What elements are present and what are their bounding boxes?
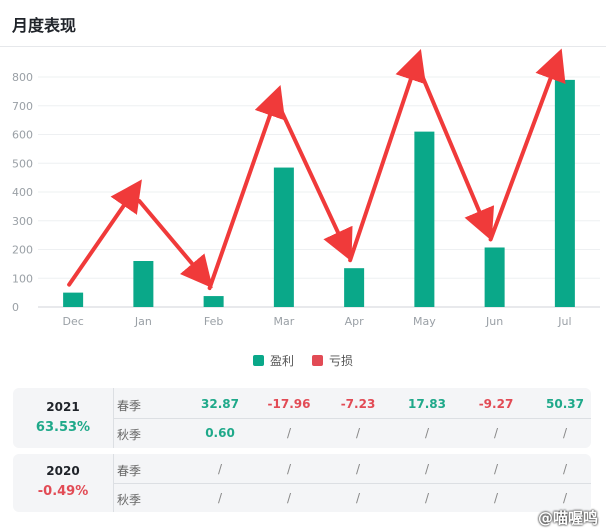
season-label: 春季	[117, 464, 142, 478]
trend-arrow	[277, 105, 353, 262]
year-column: 2020 -0.49%	[13, 454, 114, 512]
y-tick-label: 400	[12, 186, 33, 199]
legend-swatch-profit	[252, 355, 264, 366]
value-cell: /	[562, 426, 568, 440]
value-cell: /	[493, 426, 499, 440]
season-label: 秋季	[117, 428, 142, 442]
bar	[484, 247, 505, 307]
x-tick-label: Apr	[345, 315, 365, 328]
y-tick-label: 0	[12, 301, 19, 314]
y-tick-label: 800	[12, 71, 33, 84]
trend-arrow	[418, 69, 495, 241]
season-row-autumn: 秋季 / / / / / /	[113, 483, 591, 512]
legend-swatch-loss	[312, 355, 323, 366]
year-label: 2020	[46, 464, 80, 478]
value-cell: 0.60	[205, 426, 235, 440]
value-cell: /	[286, 426, 292, 440]
x-tick-label: Jun	[485, 315, 503, 328]
bar	[63, 292, 84, 307]
value-cell: 17.83	[408, 397, 446, 411]
legend-item-profit[interactable]: 盈利	[252, 352, 294, 369]
value-cell: -7.23	[340, 397, 376, 411]
value-cell: /	[424, 462, 430, 476]
value-cell: -9.27	[478, 397, 514, 411]
chart-legend: 盈利 亏损	[0, 352, 606, 369]
trend-arrow	[67, 179, 142, 287]
value-cell: /	[493, 462, 499, 476]
value-cell: /	[562, 462, 568, 476]
page-header: 月度表现	[0, 0, 606, 47]
year-percent: 63.53%	[35, 420, 91, 435]
bar	[414, 131, 435, 307]
year-label: 2021	[46, 400, 80, 414]
year-column: 2021 63.53%	[13, 388, 114, 448]
season-row-autumn: 秋季 0.60 / / / / /	[113, 418, 591, 447]
season-label: 秋季	[117, 493, 142, 507]
value-cell: -17.96	[267, 397, 311, 411]
x-tick-label: Jul	[557, 315, 571, 328]
value-cell: /	[217, 462, 223, 476]
legend-item-loss[interactable]: 亏损	[312, 352, 353, 369]
value-cell: /	[424, 426, 430, 440]
bar	[554, 79, 575, 307]
value-cell: /	[355, 491, 361, 505]
value-cell: /	[355, 462, 361, 476]
bar	[344, 268, 365, 307]
y-tick-label: 500	[12, 157, 33, 170]
bar	[273, 167, 294, 307]
x-tick-label: Feb	[204, 315, 223, 328]
season-row-spring: 春季 32.87 -17.96 -7.23 17.83 -9.27 50.37	[113, 390, 591, 418]
value-cell: /	[424, 491, 430, 505]
y-tick-label: 600	[12, 129, 33, 142]
page-title: 月度表现	[12, 16, 77, 35]
legend-label-profit: 盈利	[269, 354, 294, 368]
value-cell: /	[217, 491, 223, 505]
value-cell: /	[562, 491, 568, 505]
y-tick-label: 200	[12, 244, 33, 257]
season-label: 春季	[117, 399, 142, 413]
year-card-2020: 2020 -0.49% 春季 / / / / / / 秋季 / / / / / …	[13, 454, 591, 512]
value-cell: /	[355, 426, 361, 440]
value-cell: 32.87	[201, 397, 239, 411]
value-cell: /	[286, 462, 292, 476]
value-cell: /	[493, 491, 499, 505]
year-percent: -0.49%	[37, 484, 89, 499]
trend-arrow	[348, 49, 426, 263]
monthly-bar-chart: 0 100 200 300 400 500 600 700 800 Dec Jan Feb Mar Apr…	[12, 48, 600, 328]
y-tick-label: 300	[12, 215, 33, 228]
bar	[203, 296, 224, 307]
x-tick-label: Jan	[134, 315, 152, 328]
legend-label-loss: 亏损	[329, 354, 354, 368]
x-tick-label: Dec	[62, 315, 83, 328]
year-card-2021: 2021 63.53% 春季 32.87 -17.96 -7.23 17.83 …	[13, 388, 591, 448]
bar	[133, 261, 154, 307]
watermark: @喵喔鸣	[537, 509, 598, 527]
x-tick-label: May	[413, 315, 436, 328]
trend-arrow	[488, 48, 566, 242]
trend-arrow	[137, 199, 213, 289]
value-cell: /	[286, 491, 292, 505]
y-tick-label: 100	[12, 272, 33, 285]
season-row-spring: 春季 / / / / / /	[113, 455, 591, 483]
value-cell: 50.37	[546, 397, 584, 411]
x-tick-label: Mar	[273, 315, 294, 328]
y-tick-label: 700	[12, 100, 33, 113]
trend-arrow	[207, 85, 286, 291]
